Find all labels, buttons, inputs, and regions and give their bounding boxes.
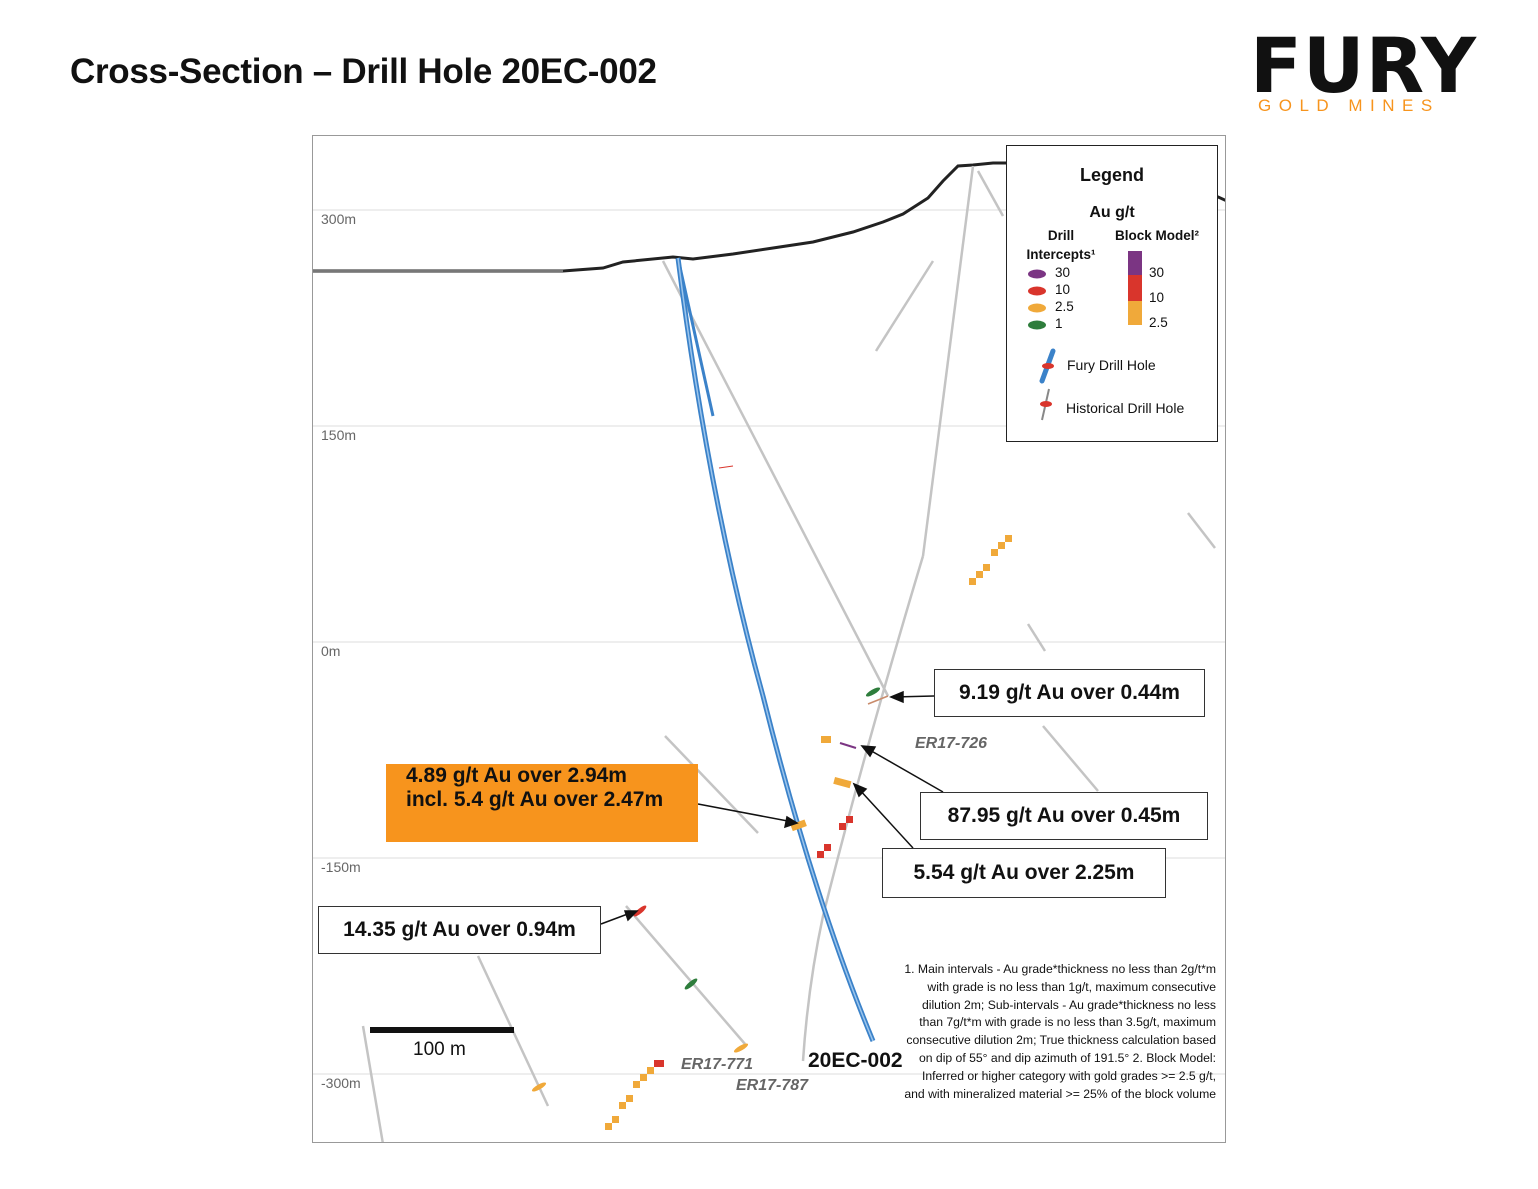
hole-label-er17-787: ER17-787 (736, 1077, 809, 1094)
callout-87-95: 87.95 g/t Au over 0.45m (920, 792, 1208, 840)
legend: Legend Au g/t Drill Intercepts¹ Block Mo… (1006, 145, 1218, 442)
callout-arrows (600, 690, 944, 925)
elevation-label-150: 150m (321, 427, 357, 443)
elevation-label-0: 0m (321, 643, 341, 659)
primary-intercept-line2: incl. 5.4 g/t Au over 2.47m (406, 788, 664, 811)
legend-fury-hole: Fury Drill Hole (1067, 357, 1156, 373)
legend-block-header: Block Model² (1115, 228, 1200, 243)
callout-primary-intercept: 4.89 g/t Au over 2.94m incl. 5.4 g/t Au … (386, 764, 698, 842)
footnotes: 1. Main intervals - Au grade*thickness n… (904, 962, 1216, 1101)
logo-word: FURY (1250, 21, 1478, 110)
scale-bar (370, 1027, 514, 1033)
scale-bar-label: 100 m (413, 1039, 466, 1060)
callout-5-54: 5.54 g/t Au over 2.25m (882, 848, 1166, 898)
page-title: Cross-Section – Drill Hole 20EC-002 (70, 52, 657, 91)
logo-subtitle: GOLD MINES (1258, 96, 1440, 115)
callout-14-35: 14.35 g/t Au over 0.94m (318, 906, 601, 954)
primary-intercept-line1: 4.89 g/t Au over 2.94m (406, 764, 627, 787)
legend-block-2-5: 2.5 (1149, 315, 1168, 330)
legend-intercept-1: 1 (1055, 316, 1063, 331)
legend-intercept-10: 10 (1055, 282, 1071, 297)
hole-label-er17-726: ER17-726 (915, 735, 988, 752)
legend-intercepts-header: Drill Intercepts¹ (1026, 228, 1096, 262)
legend-swatches (1028, 251, 1142, 421)
elevation-label-300: 300m (321, 211, 357, 227)
legend-unit: Au g/t (1089, 204, 1135, 221)
company-logo: FURY GOLD MINES (1250, 21, 1478, 120)
intercept-markers (531, 465, 889, 1092)
fury-drill-hole-20EC-002 (675, 257, 876, 1042)
legend-historical-hole: Historical Drill Hole (1066, 400, 1185, 416)
legend-block-30: 30 (1149, 265, 1165, 280)
elevation-label-neg150: -150m (321, 859, 361, 875)
section-graphics (313, 161, 1225, 1142)
legend-intercept-30: 30 (1055, 265, 1071, 280)
hole-label-er17-771: ER17-771 (681, 1056, 754, 1073)
cross-section-panel: 300m 150m 0m -150m -300m 9.19 g/t Au ove… (312, 135, 1226, 1143)
block-model-cells (605, 535, 1012, 1130)
legend-title: Legend (1079, 165, 1144, 185)
callout-9-19: 9.19 g/t Au over 0.44m (934, 669, 1205, 717)
legend-intercept-2-5: 2.5 (1055, 299, 1074, 314)
elevation-label-neg300: -300m (321, 1075, 361, 1091)
legend-block-10: 10 (1149, 290, 1165, 305)
hole-label-20ec-002: 20EC-002 (808, 1049, 903, 1072)
